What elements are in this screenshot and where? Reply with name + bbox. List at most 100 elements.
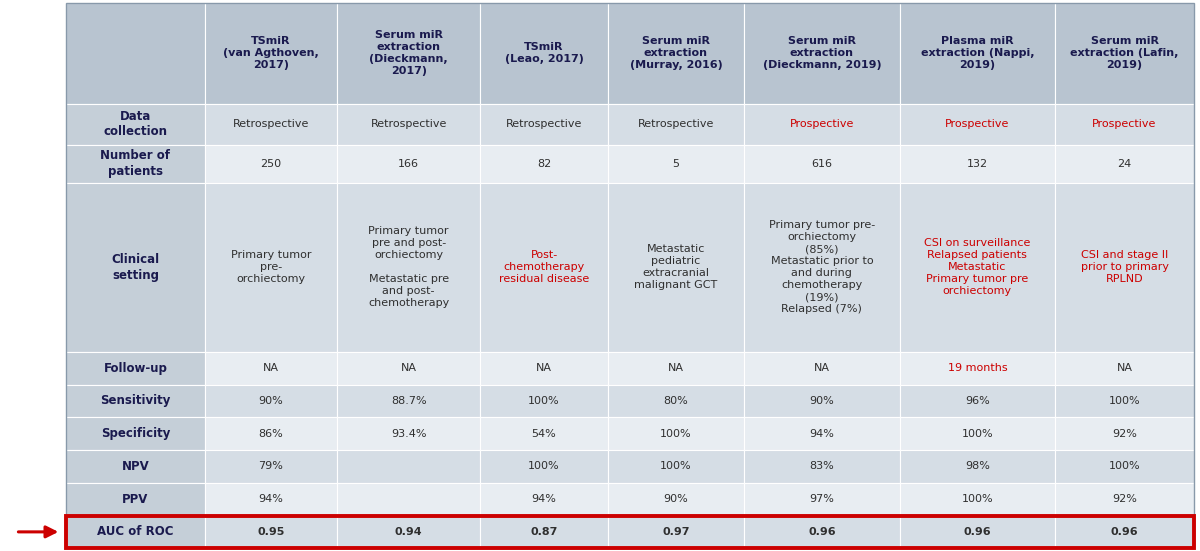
- Bar: [337, 385, 480, 417]
- Text: Plasma miR
extraction (Nappi,
2019): Plasma miR extraction (Nappi, 2019): [920, 36, 1034, 70]
- Bar: [744, 183, 900, 352]
- Bar: [480, 104, 607, 144]
- Bar: [744, 352, 900, 385]
- Text: CSI on surveillance
Relapsed patients
Metastatic
Primary tumor pre
orchiectomy: CSI on surveillance Relapsed patients Me…: [924, 239, 1031, 296]
- Text: 82: 82: [536, 159, 551, 169]
- Text: 96%: 96%: [965, 396, 990, 406]
- Text: Retrospective: Retrospective: [637, 119, 714, 129]
- Bar: [607, 385, 744, 417]
- Text: 0.96: 0.96: [808, 527, 835, 537]
- Text: 100%: 100%: [528, 396, 560, 406]
- Bar: [66, 183, 205, 352]
- Bar: [1055, 450, 1194, 483]
- Bar: [66, 450, 205, 483]
- Text: NA: NA: [263, 363, 278, 373]
- Text: 0.94: 0.94: [395, 527, 422, 537]
- Bar: [480, 417, 607, 450]
- Text: 0.97: 0.97: [662, 527, 690, 537]
- Bar: [900, 450, 1055, 483]
- Bar: [205, 104, 337, 144]
- Bar: [1055, 144, 1194, 183]
- Text: NA: NA: [401, 363, 416, 373]
- Bar: [480, 183, 607, 352]
- Text: 100%: 100%: [961, 429, 994, 439]
- Bar: [337, 183, 480, 352]
- Text: Metastatic
pediatric
extracranial
malignant GCT: Metastatic pediatric extracranial malign…: [635, 244, 718, 290]
- Text: Clinical
setting: Clinical setting: [112, 253, 160, 282]
- Bar: [205, 516, 337, 548]
- Text: 79%: 79%: [258, 461, 283, 472]
- Bar: [607, 104, 744, 144]
- Bar: [1055, 483, 1194, 516]
- Text: TSmiR
(van Agthoven,
2017): TSmiR (van Agthoven, 2017): [223, 36, 319, 70]
- Bar: [1055, 417, 1194, 450]
- Text: 86%: 86%: [258, 429, 283, 439]
- Bar: [480, 385, 607, 417]
- Text: Serum miR
extraction
(Dieckmann, 2019): Serum miR extraction (Dieckmann, 2019): [763, 36, 881, 70]
- Bar: [205, 3, 337, 104]
- Bar: [900, 183, 1055, 352]
- Bar: [66, 516, 1194, 548]
- Bar: [900, 352, 1055, 385]
- Text: 88.7%: 88.7%: [391, 396, 426, 406]
- Bar: [480, 516, 607, 548]
- Text: Follow-up: Follow-up: [103, 362, 168, 375]
- Text: 616: 616: [811, 159, 833, 169]
- Bar: [744, 3, 900, 104]
- Bar: [744, 516, 900, 548]
- Text: Number of
patients: Number of patients: [101, 149, 170, 178]
- Bar: [66, 3, 205, 104]
- Bar: [480, 450, 607, 483]
- Text: TSmiR
(Leao, 2017): TSmiR (Leao, 2017): [505, 42, 583, 64]
- Text: 90%: 90%: [810, 396, 834, 406]
- Text: 250: 250: [260, 159, 282, 169]
- Text: 94%: 94%: [532, 494, 557, 504]
- Text: 0.96: 0.96: [964, 527, 991, 537]
- Bar: [900, 385, 1055, 417]
- Bar: [205, 385, 337, 417]
- Bar: [744, 144, 900, 183]
- Bar: [900, 144, 1055, 183]
- Bar: [900, 417, 1055, 450]
- Bar: [205, 450, 337, 483]
- Bar: [1055, 104, 1194, 144]
- Text: Prospective: Prospective: [790, 119, 854, 129]
- Bar: [744, 104, 900, 144]
- Text: 100%: 100%: [961, 494, 994, 504]
- Text: PPV: PPV: [122, 493, 149, 506]
- Text: Primary tumor
pre and post-
orchiectomy

Metastatic pre
and post-
chemotherapy: Primary tumor pre and post- orchiectomy …: [368, 226, 449, 309]
- Text: 100%: 100%: [660, 429, 691, 439]
- Bar: [205, 144, 337, 183]
- Bar: [205, 352, 337, 385]
- Bar: [66, 483, 205, 516]
- Bar: [900, 3, 1055, 104]
- Bar: [744, 385, 900, 417]
- Bar: [744, 450, 900, 483]
- Bar: [607, 483, 744, 516]
- Bar: [337, 417, 480, 450]
- Bar: [66, 417, 205, 450]
- Bar: [337, 104, 480, 144]
- Bar: [1055, 516, 1194, 548]
- Bar: [900, 516, 1055, 548]
- Text: NA: NA: [668, 363, 684, 373]
- Text: Prospective: Prospective: [946, 119, 1009, 129]
- Text: NPV: NPV: [121, 460, 149, 473]
- Text: Retrospective: Retrospective: [506, 119, 582, 129]
- Text: Prospective: Prospective: [1092, 119, 1157, 129]
- Text: Serum miR
extraction (Lafin,
2019): Serum miR extraction (Lafin, 2019): [1070, 36, 1178, 70]
- Text: 94%: 94%: [810, 429, 834, 439]
- Bar: [900, 104, 1055, 144]
- Text: Data
collection: Data collection: [103, 110, 168, 138]
- Text: 0.87: 0.87: [530, 527, 558, 537]
- Bar: [607, 450, 744, 483]
- Text: Retrospective: Retrospective: [233, 119, 310, 129]
- Bar: [480, 3, 607, 104]
- Text: Serum miR
extraction
(Dieckmann,
2017): Serum miR extraction (Dieckmann, 2017): [370, 30, 448, 76]
- Text: 100%: 100%: [660, 461, 691, 472]
- Bar: [480, 352, 607, 385]
- Bar: [205, 483, 337, 516]
- Bar: [1055, 352, 1194, 385]
- Bar: [337, 516, 480, 548]
- Bar: [607, 3, 744, 104]
